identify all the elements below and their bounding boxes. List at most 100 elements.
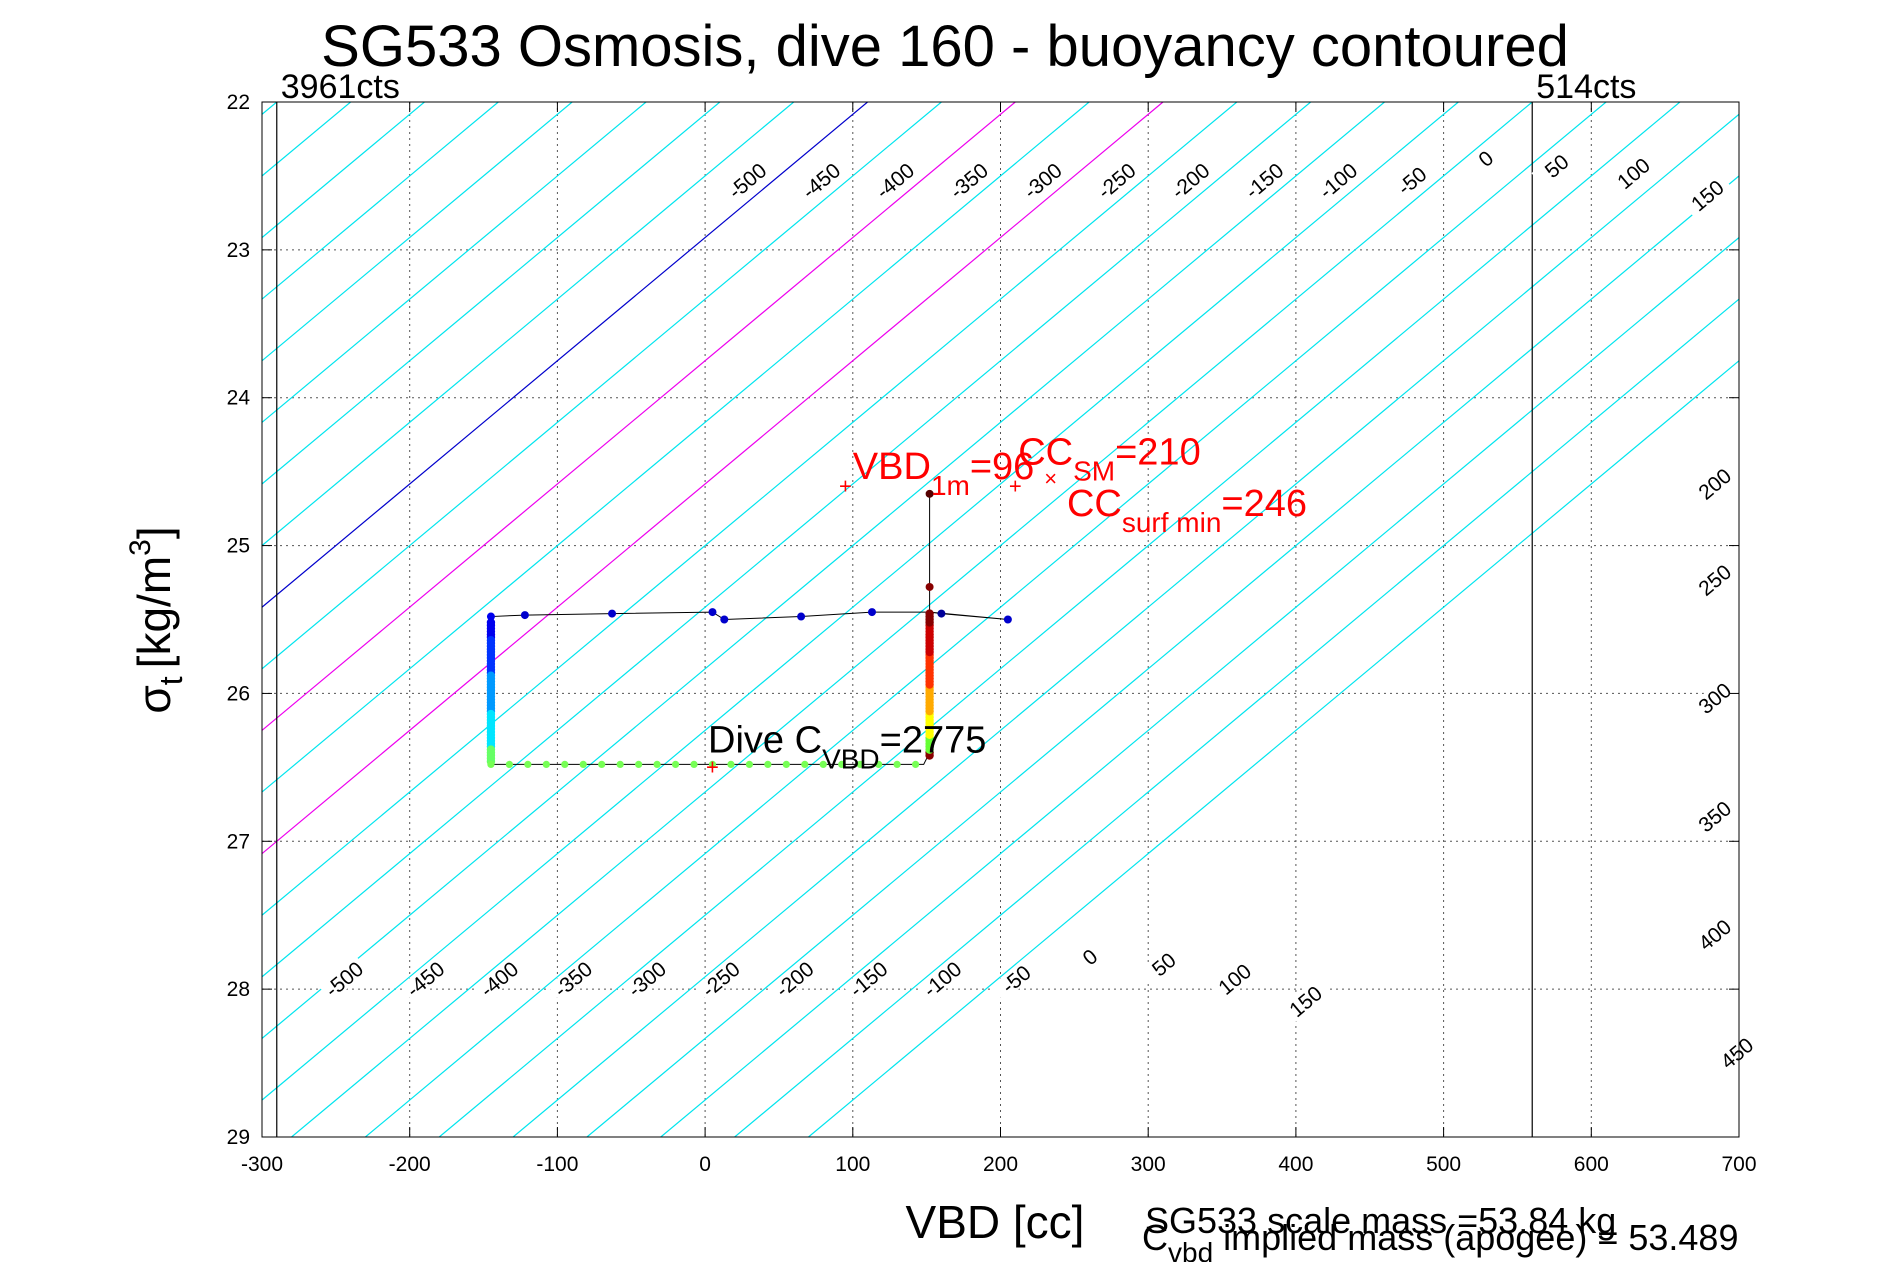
contour-label-bg: [1689, 792, 1740, 840]
annotation-divec: Dive CVBD=2775: [708, 720, 986, 775]
contour-line: [586, 175, 1739, 1137]
contour-line: [262, 102, 499, 300]
contour-label-bg: [318, 955, 369, 1002]
contour-line: [262, 102, 1459, 1101]
contour-label-bg: [1689, 911, 1740, 958]
contour-label: -50: [1386, 157, 1437, 204]
contour-label-bg: [1091, 157, 1141, 204]
y-tick-label: 28: [227, 978, 250, 1001]
contour-label: -500: [722, 157, 772, 204]
data-point: [937, 609, 946, 618]
contour-label: 0: [1460, 135, 1511, 182]
svg-text:σt[kg/m3]: σt [kg/m3]: [124, 526, 189, 713]
contour-line: [262, 102, 1090, 793]
bottom-point: [598, 760, 606, 769]
annotation-ccsm: CCSM=210: [1018, 431, 1200, 486]
data-point: [797, 612, 806, 621]
contour-label-bg: [695, 955, 746, 1002]
data-point: [720, 615, 729, 624]
contour-label: -450: [795, 157, 846, 204]
contour-label: -400: [869, 157, 920, 204]
contour-label: 200: [1689, 460, 1740, 507]
contour-line: [262, 102, 1016, 732]
x-tick-label: -200: [389, 1153, 431, 1176]
marker: +: [839, 473, 852, 498]
contour-line: [262, 102, 425, 239]
contour-line: [262, 102, 647, 424]
bottom-point: [782, 760, 790, 769]
data-point: [1003, 615, 1012, 624]
bottom-point: [764, 760, 772, 769]
contour-label: 250: [1689, 556, 1740, 603]
contour-label-bg: [400, 955, 450, 1002]
contour-labels: -500 -450 -400 -350 -300 -250 -200 -150 -100 -500…: [318, 135, 1762, 1076]
contour-label-bg: [943, 157, 994, 204]
contour-label-bg: [1138, 940, 1189, 987]
contour-line: [262, 102, 868, 608]
contour-line: [262, 102, 721, 485]
y-axis-label: σt [kg/m3]: [124, 526, 189, 713]
buoyancy-contours: [0, 102, 1739, 1137]
bottom-point: [856, 760, 864, 769]
contour-label-bg: [1312, 157, 1363, 204]
count-reference-lines: 3961cts 514cts: [276, 68, 1636, 1137]
contour-line: [0, 102, 129, 1137]
contour-line: [262, 102, 1312, 978]
y-tick-label: 29: [227, 1126, 250, 1149]
contour-label-bg: [1711, 1029, 1762, 1076]
contour-label: -350: [943, 157, 994, 204]
x-tick-label: 700: [1721, 1153, 1756, 1176]
y-axis-symbol: σ: [128, 685, 180, 713]
bottom-point: [653, 760, 661, 769]
contour-label-bg: [843, 955, 893, 1002]
contour-label-bg: [1386, 157, 1437, 204]
contour-label-bg: [869, 157, 920, 204]
x-tick-label: 0: [699, 1153, 711, 1176]
y-tick-label: 22: [227, 91, 250, 114]
contour-label: 100: [1608, 149, 1658, 196]
x-tick-label: 100: [835, 1153, 870, 1176]
contour-line: [660, 236, 1739, 1137]
data-point: [520, 611, 529, 620]
x-tick-label: 500: [1426, 1153, 1461, 1176]
x-tick-label: -300: [241, 1153, 283, 1176]
contour-label-bg: [1682, 171, 1732, 219]
contour-label-bg: [1460, 135, 1511, 182]
contour-line: [808, 359, 1739, 1137]
contour-line: [262, 102, 573, 362]
count-label: 514cts: [1536, 68, 1636, 106]
chart-title: SG533 Osmosis, dive 160 - buoyancy conto…: [321, 14, 1569, 79]
contour-label-bg: [1689, 674, 1740, 721]
bottom-point: [616, 760, 624, 769]
data-point: [608, 609, 617, 618]
bottom-point: [561, 760, 569, 769]
marker: +: [1009, 473, 1022, 498]
dive-points: [486, 489, 1012, 769]
contour-label-bg: [1209, 955, 1260, 1002]
bottom-point: [708, 760, 717, 769]
bottom-point: [838, 760, 846, 769]
bottom-point: [875, 760, 883, 769]
bottom-point: [911, 760, 920, 769]
contour-label-bg: [916, 955, 967, 1002]
contour-label-bg: [1608, 149, 1658, 196]
data-point: [868, 608, 877, 617]
contour-label: -100: [1312, 157, 1363, 204]
count-label: 3961cts: [281, 68, 400, 106]
contour-line: [438, 102, 1681, 1137]
contour-label: -200: [1165, 157, 1215, 204]
contour-line: [734, 298, 1739, 1137]
bottom-point: [801, 760, 809, 769]
contour-label: 50: [1531, 142, 1582, 189]
contour-label: 0: [1064, 933, 1115, 980]
contour-line: [512, 113, 1739, 1137]
data-point: [925, 489, 934, 498]
contour-label: 450: [1711, 1029, 1762, 1076]
contour-label-bg: [990, 955, 1041, 1002]
reference-markers: + + + ×: [706, 466, 1057, 779]
contour-label: 100: [1209, 955, 1260, 1002]
x-tick-label: 200: [983, 1153, 1018, 1176]
contour-label-bg: [1531, 142, 1582, 189]
